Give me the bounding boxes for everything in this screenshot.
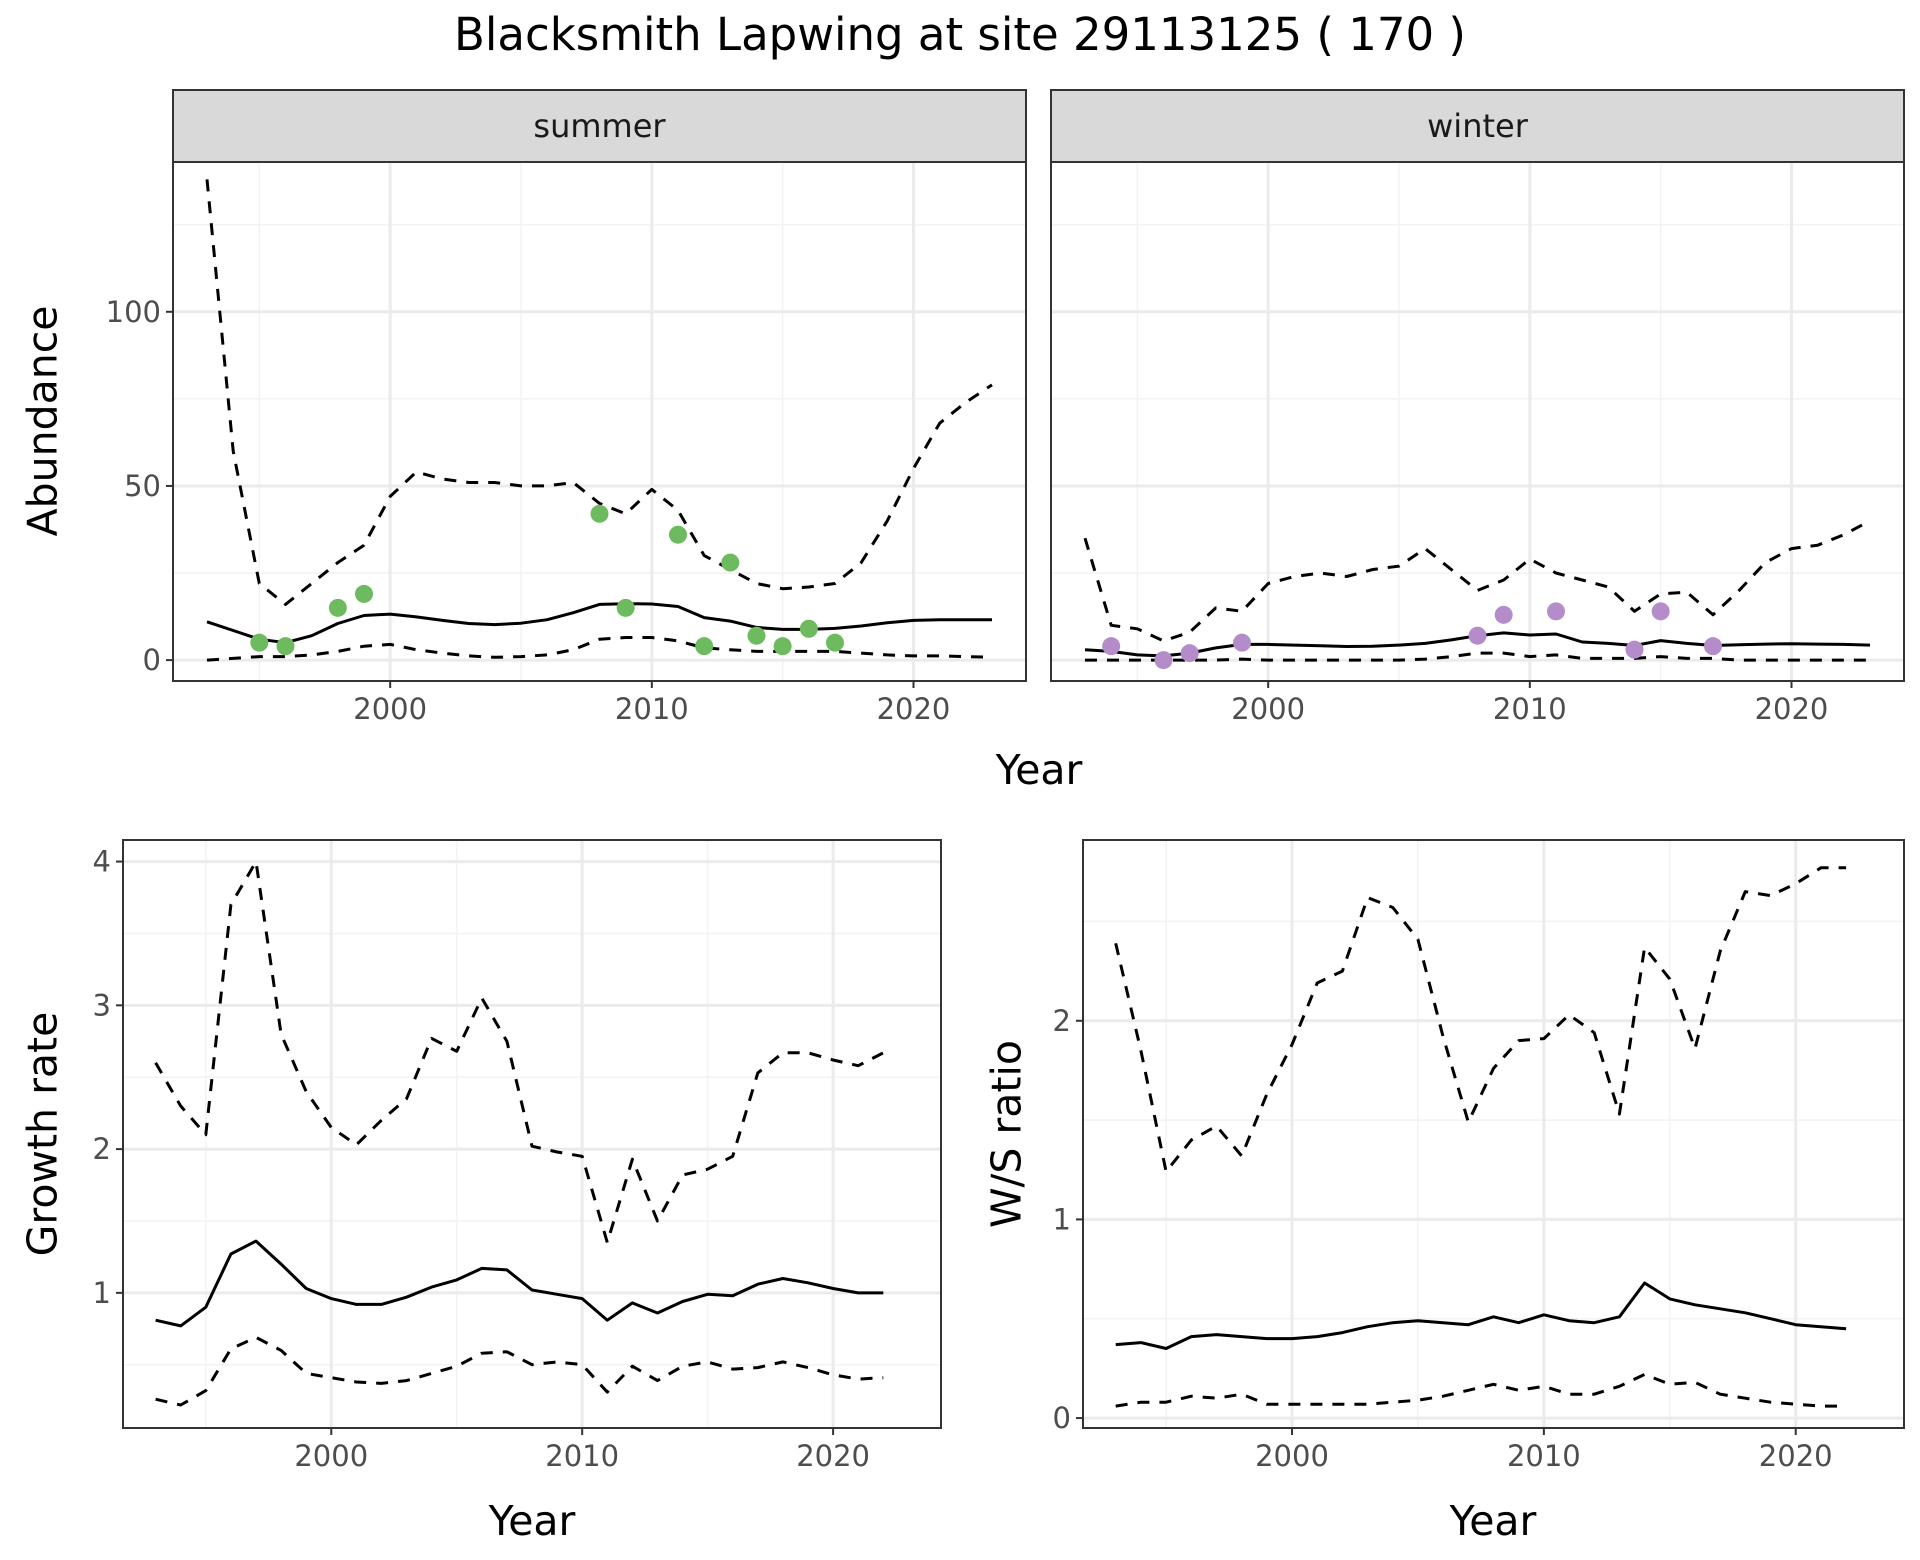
y-axis-title: Abundance [18,306,66,537]
y-tick-label: 1 [93,1276,111,1310]
observed-point [773,637,792,656]
lower-bound-line [155,1335,884,1407]
observed-point [668,525,687,544]
x-tick-label: 2010 [1507,1439,1581,1473]
upper-bound-line [205,179,993,606]
panel-abundance_summer: summer 2000 2010 2020 0 50 100 Abundance [18,89,1027,726]
y-tick-label: 0 [143,643,161,677]
y-tick-label: 50 [124,469,161,503]
observed-point [276,637,295,656]
x-tick-label: 2020 [1759,1439,1833,1473]
mean-line [206,602,992,645]
mean-line [155,1239,884,1328]
x-axis-title: Year [995,746,1083,794]
x-tick-label: 2010 [1493,692,1567,726]
observed-point [799,619,818,638]
panel-background [123,840,941,1428]
observed-point [1468,626,1487,645]
observed-point [1625,640,1644,659]
upper-bound-line [1083,519,1871,643]
observed-point [1546,602,1565,621]
plot-area: summer 2000 2010 2020 0 50 100 Abundance winter 2… [18,89,1905,1545]
observed-point [1102,637,1121,656]
observed-point [1233,633,1252,652]
observed-point [328,598,347,617]
x-axis-title: Year [1449,1497,1537,1545]
y-axis-title: W/S ratio [982,1040,1030,1228]
observed-point [616,598,635,617]
facet-label: summer [533,107,666,145]
x-axis-title: Year [488,1497,576,1545]
y-tick-label: 0 [1053,1401,1071,1435]
x-tick-label: 2010 [615,692,689,726]
y-tick-label: 1 [1053,1202,1071,1236]
observed-point [1651,602,1670,621]
x-tick-label: 2020 [1755,692,1829,726]
panel-border [122,839,942,1429]
observed-point [747,626,766,645]
observed-point [1494,605,1513,624]
facet-label: winter [1427,107,1529,145]
mean-line [1115,1281,1847,1350]
panel-ws_ratio: 2000 2010 2020 0 1 2 W/S ratio Year [982,839,1905,1545]
x-tick-label: 2000 [294,1439,368,1473]
y-tick-label: 3 [93,988,111,1022]
chart-title: Blacksmith Lapwing at site 29113125 ( 17… [454,8,1466,61]
x-tick-label: 2000 [1255,1439,1329,1473]
x-tick-label: 2010 [545,1439,619,1473]
lower-bound-line [206,636,993,662]
y-tick-label: 100 [106,295,161,329]
observed-point [250,633,269,652]
observed-point [695,637,714,656]
panel-abundance_winter: winter 2000 2010 2020 [1050,89,1905,726]
observed-point [355,584,374,603]
x-tick-label: 2000 [353,692,427,726]
panel-background [173,162,1026,681]
facet-strip [172,89,1027,163]
facet-strip [1050,89,1905,163]
observed-point [1180,644,1199,663]
panel-border [1082,839,1905,1429]
lower-bound-line [1115,1372,1847,1408]
x-tick-label: 2000 [1231,692,1305,726]
observed-point [721,553,740,572]
x-tick-label: 2020 [796,1439,870,1473]
observed-point [825,633,844,652]
observed-point [590,504,609,523]
y-tick-label: 2 [93,1132,111,1166]
y-tick-label: 2 [1053,1004,1071,1038]
panel-background [1051,162,1904,681]
panel-growth_rate: 2000 2010 2020 1 2 3 4 Growth rate Year [18,839,942,1545]
upper-bound-line [154,860,884,1244]
observed-point [1703,637,1722,656]
observed-point [1154,651,1173,670]
panel-background [1083,840,1904,1428]
upper-bound-line [1114,866,1847,1174]
y-axis-title: Growth rate [18,1012,66,1257]
y-tick-label: 4 [93,845,111,879]
x-tick-label: 2020 [877,692,951,726]
